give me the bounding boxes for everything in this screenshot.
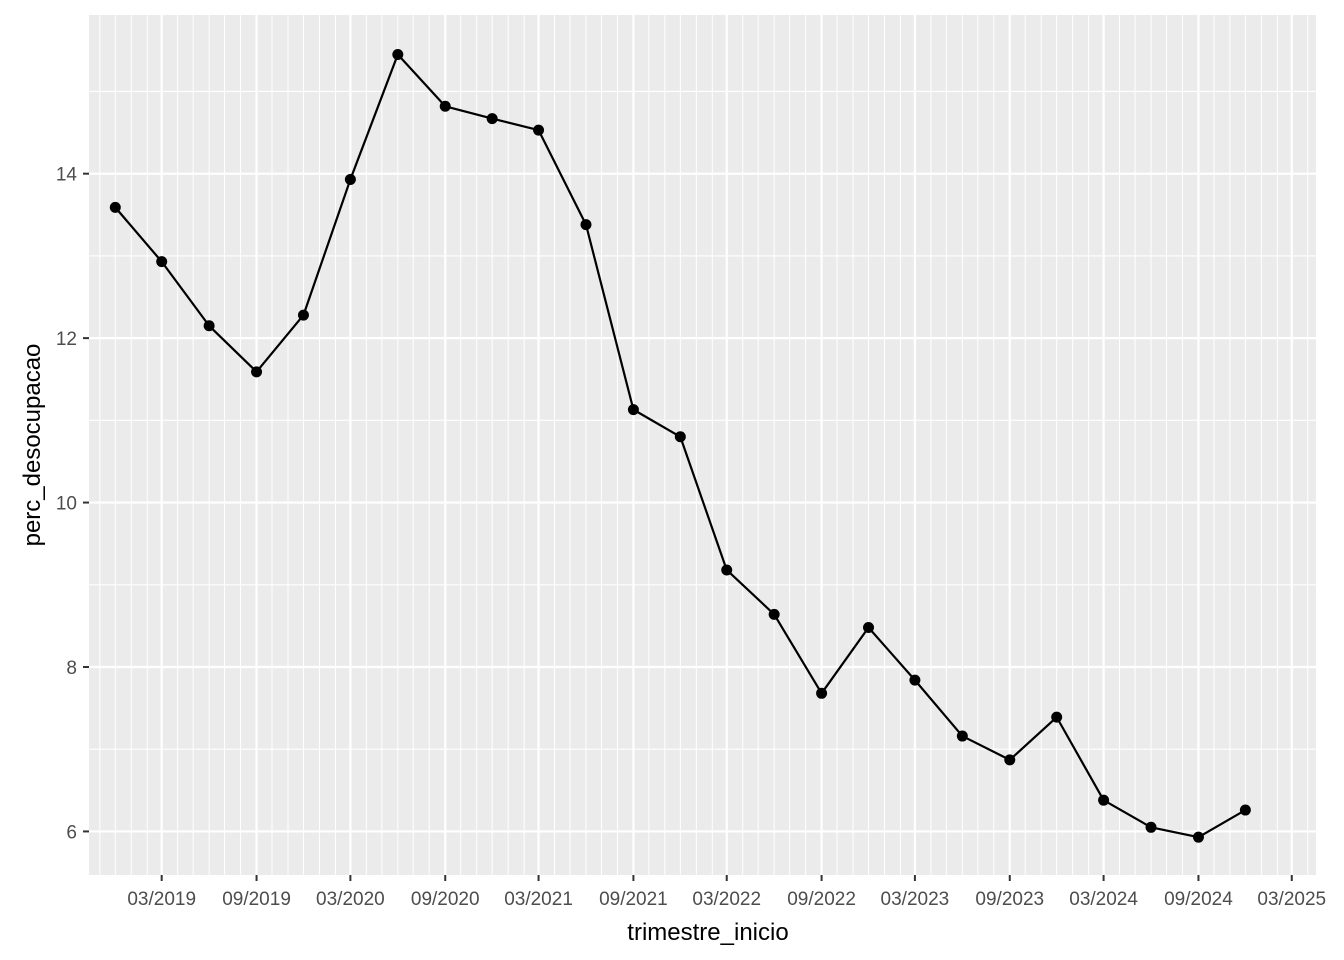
data-series xyxy=(109,48,1251,843)
data-point xyxy=(1004,754,1016,766)
y-tick-label: 14 xyxy=(56,165,78,186)
data-point xyxy=(1145,821,1157,833)
x-axis: 03/2019 09/2019 03/2020 09/2020 03/2021 09/20… xyxy=(127,875,1326,910)
x-tick-label: 09/2023 xyxy=(975,889,1044,910)
data-point xyxy=(1239,804,1251,816)
y-tick-label: 6 xyxy=(66,822,77,843)
x-tick-label: 03/2024 xyxy=(1069,889,1138,910)
data-point xyxy=(109,201,121,213)
data-point xyxy=(721,564,733,576)
y-axis: 6 8 10 12 14 xyxy=(56,165,89,843)
data-point xyxy=(580,219,592,231)
data-point xyxy=(674,431,686,443)
x-tick-label: 03/2019 xyxy=(127,889,196,910)
y-tick-label: 12 xyxy=(56,329,77,350)
x-tick-label: 03/2025 xyxy=(1257,889,1326,910)
data-point xyxy=(1051,711,1063,723)
x-tick-label: 09/2020 xyxy=(411,889,480,910)
x-tick-label: 09/2024 xyxy=(1164,889,1233,910)
minor-gridlines xyxy=(89,15,1316,875)
y-tick-label: 10 xyxy=(56,494,77,515)
data-point xyxy=(533,124,545,136)
data-point xyxy=(863,622,875,634)
x-tick-label: 09/2021 xyxy=(599,889,668,910)
data-point xyxy=(203,320,215,332)
y-axis-title: perc_desocupacao xyxy=(19,344,46,547)
data-point xyxy=(344,173,356,185)
data-point xyxy=(439,100,451,112)
x-tick-label: 09/2022 xyxy=(787,889,856,910)
y-tick-label: 8 xyxy=(66,658,77,679)
data-point xyxy=(1098,794,1110,806)
data-point xyxy=(768,608,780,620)
data-point xyxy=(816,687,828,699)
x-axis-title: trimestre_inicio xyxy=(627,919,788,946)
data-point xyxy=(156,256,168,268)
data-point xyxy=(909,674,921,686)
x-tick-label: 03/2022 xyxy=(692,889,761,910)
data-point xyxy=(486,113,498,125)
data-point xyxy=(251,366,263,378)
data-point xyxy=(392,48,404,60)
x-tick-label: 03/2023 xyxy=(881,889,950,910)
x-tick-label: 03/2021 xyxy=(504,889,573,910)
x-tick-label: 03/2020 xyxy=(316,889,385,910)
data-point xyxy=(956,730,968,742)
data-point xyxy=(627,404,639,416)
plot-panel xyxy=(89,15,1316,875)
data-point xyxy=(297,309,309,321)
data-point xyxy=(1192,831,1204,843)
x-tick-label: 09/2019 xyxy=(222,889,291,910)
major-gridlines xyxy=(89,15,1316,875)
